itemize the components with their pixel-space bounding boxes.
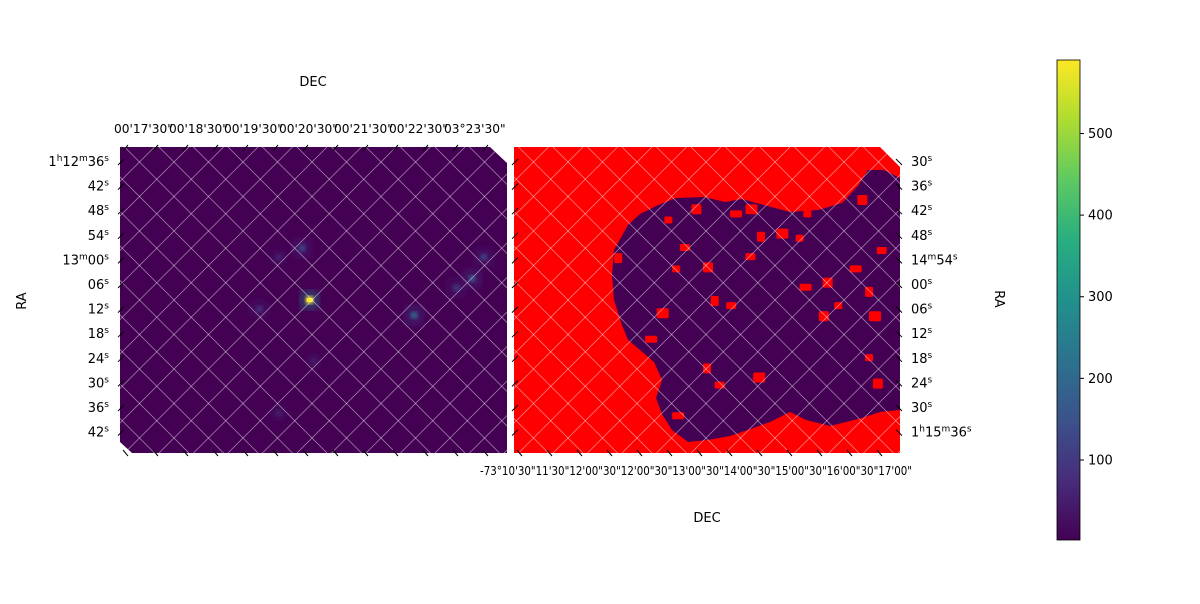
left-ra-tick-3: 54s [88, 228, 110, 244]
right-grid-line-b-26 [1105, 147, 1200, 453]
right-ra-tick-10: 30s [911, 400, 933, 416]
mask-spot-20 [645, 336, 657, 343]
mask-spot-15 [711, 296, 719, 306]
left-dec-tick-5: 00'22'30" [389, 122, 448, 136]
colorbar-tick-label-4: 500 [1088, 127, 1113, 142]
right-grid-line-b-27 [1140, 147, 1200, 453]
colorbar: 100 200 300 400 500 [1057, 60, 1113, 540]
mask-spot-18 [672, 265, 680, 272]
right-ra-tick-0: 30s [911, 154, 933, 170]
right-grid-line-a-27 [1140, 147, 1200, 453]
colorbar-ticks: 100 200 300 400 500 [1080, 127, 1113, 469]
mask-spot-26 [672, 412, 684, 419]
right-ra-tick-3: 48s [911, 228, 933, 244]
left-ra-tick-5: 06s [88, 277, 110, 293]
right-grid-line-b-20 [898, 147, 1200, 453]
right-ra-tick-2: 42s [911, 203, 933, 219]
colorbar-tick-label-1: 200 [1088, 372, 1113, 387]
left-ra-tick-1: 42s [88, 179, 110, 195]
mask-spot-2 [730, 210, 742, 217]
source-3 [469, 275, 476, 282]
mask-spot-8 [850, 265, 862, 272]
right-grid-line-a-28 [1174, 147, 1200, 453]
right-grid-line-b-19 [864, 147, 1170, 453]
right-ra-tick-7: 12s [911, 326, 933, 342]
right-ra-tick-5: 00s [911, 277, 933, 293]
mask-spot-9 [865, 287, 873, 297]
left-ra-tick-0: 1h12m36s [48, 154, 109, 170]
source-6 [256, 306, 263, 313]
left-dec-tick-4: 00'21'30" [334, 122, 393, 136]
mask-spot-25 [873, 379, 883, 389]
left-y-axis-label: RA [15, 292, 30, 310]
left-top-axis-label: DEC [299, 75, 326, 90]
left-dec-tick-1: 00'18'30" [169, 122, 228, 136]
mask-spot-7 [823, 278, 833, 288]
right-bottom-tick-labels: -73°10'30"11'30"12'00"30"12'00"30"13'00"… [480, 464, 912, 478]
mask-spot-11 [869, 311, 881, 321]
mask-spot-27 [614, 253, 622, 263]
right-ra-tick-1: 36s [911, 179, 933, 195]
left-ra-tick-11: 42s [88, 425, 110, 441]
colorbar-tick-label-2: 300 [1088, 290, 1113, 305]
mask-spot-10 [877, 247, 887, 254]
left-ra-tick-2: 48s [88, 203, 110, 219]
left-ra-tick-9: 30s [88, 375, 110, 391]
source-4 [480, 254, 487, 261]
right-ra-tick-4: 14m54s [911, 252, 958, 268]
right-x-axis-label: DEC [693, 511, 720, 526]
right-ra-tick-9: 24s [911, 375, 933, 391]
mask-spot-0 [664, 216, 672, 223]
right-ra-tick-8: 18s [911, 351, 933, 367]
right-grid-line-a-20 [898, 147, 1200, 453]
source-8 [310, 358, 317, 365]
right-grid-line-b-28 [1174, 147, 1200, 453]
left-ra-tick-7: 18s [88, 326, 110, 342]
right-grid-line-a-19 [864, 147, 1170, 453]
source-7 [275, 254, 282, 261]
right-ra-tick-11: 1h15m36s [911, 425, 972, 441]
source-9 [275, 410, 282, 417]
mask-spot-30 [803, 210, 811, 217]
mask-spot-29 [745, 204, 757, 214]
left-ra-tick-10: 36s [88, 400, 110, 416]
left-ra-tick-4: 13m00s [62, 252, 109, 268]
mask-spot-31 [857, 195, 867, 205]
colorbar-tick-label-3: 400 [1088, 209, 1113, 224]
right-grid-line-a-26 [1105, 147, 1200, 453]
left-ra-tick-8: 24s [88, 351, 110, 367]
mask-spot-14 [800, 284, 812, 291]
colorbar-gradient [1057, 60, 1080, 540]
left-dec-tick-labels: 00'17'30"00'18'30"00'19'30"00'20'30"00'2… [114, 122, 506, 136]
left-dec-tick-2: 00'19'30" [224, 122, 283, 136]
mask-spot-3 [757, 232, 765, 242]
left-dec-tick-6: 03°23'30" [444, 122, 506, 136]
left-dec-tick-0: 00'17'30" [114, 122, 173, 136]
source-2 [411, 312, 418, 319]
right-ra-tick-6: 06s [911, 302, 933, 318]
right-ra-tick-labels: 30s 36s 42s 48s 14m54s 00s 06s 12s 18s 24s 30s 1h15… [911, 154, 972, 441]
colorbar-tick-label-0: 100 [1088, 454, 1113, 469]
source-5 [453, 284, 460, 291]
right-y-axis-label: RA [991, 290, 1006, 308]
source-1 [298, 244, 305, 251]
left-ra-tick-6: 12s [88, 302, 110, 318]
left-dec-tick-3: 00'20'30" [279, 122, 338, 136]
left-ra-tick-labels: 1h12m36s 42s 48s 54s 13m00s 06s 12s 18s 24s 30s 36… [48, 154, 109, 441]
